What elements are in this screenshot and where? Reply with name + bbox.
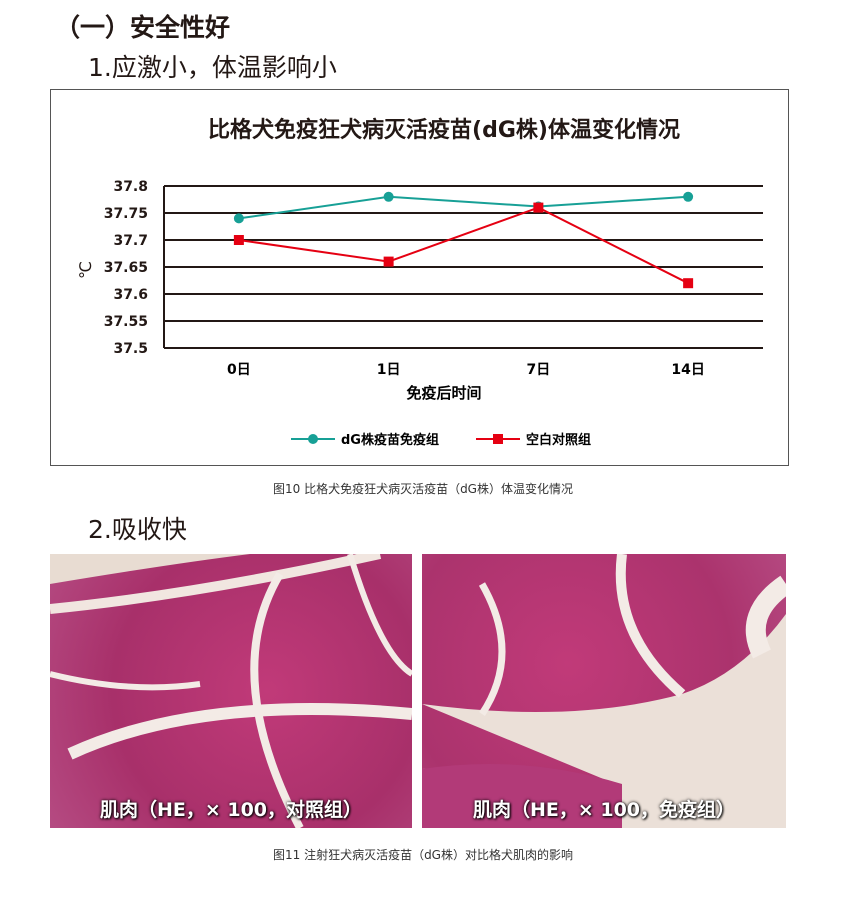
x-tick-label: 1日 xyxy=(377,362,401,378)
series-line xyxy=(238,206,689,285)
figure11-caption: 图11 注射狂犬病灭活疫苗（dG株）对比格犬肌肉的影响 xyxy=(272,848,573,862)
image-label: 肌肉（HE，× 100，对照组） xyxy=(99,799,363,821)
image-label: 肌肉（HE，× 100，免疫组） xyxy=(472,799,736,821)
legend-label: 空白对照组 xyxy=(526,432,591,448)
y-tick-label: 37.6 xyxy=(113,287,148,303)
data-point xyxy=(383,191,394,202)
x-tick-label: 0日 xyxy=(227,362,251,378)
y-tick-label: 37.5 xyxy=(113,341,148,357)
series-line xyxy=(238,195,689,220)
y-tick-label: 37.65 xyxy=(104,260,148,276)
data-point xyxy=(683,191,694,202)
legend-label: dG株疫苗免疫组 xyxy=(341,432,439,448)
data-point xyxy=(533,202,544,213)
data-point xyxy=(233,213,244,224)
chart-frame: 比格犬免疫狂犬病灭活疫苗(dG株)体温变化情况 ℃ 免疫后时间 37.8 37.7… xyxy=(50,89,789,466)
legend-marker xyxy=(308,434,318,444)
chart-title: 比格犬免疫狂犬病灭活疫苗(dG株)体温变化情况 xyxy=(208,117,680,143)
x-tick-label: 7日 xyxy=(527,362,551,378)
y-tick-label: 37.8 xyxy=(113,179,148,195)
muscle-image-control: 肌肉（HE，× 100，对照组） xyxy=(50,554,412,828)
muscle-image-immunized: 肌肉（HE，× 100，免疫组） xyxy=(422,554,786,828)
y-tick-label: 37.7 xyxy=(113,233,148,249)
subheading-2: 2.吸收快 xyxy=(88,515,187,544)
data-point xyxy=(383,256,394,267)
legend-marker xyxy=(493,434,503,444)
y-axis-label: ℃ xyxy=(76,261,95,279)
y-tick-label: 37.75 xyxy=(104,206,148,222)
subheading-1: 1.应激小，体温影响小 xyxy=(88,53,337,82)
x-axis-label: 免疫后时间 xyxy=(406,384,481,402)
data-point xyxy=(233,235,244,245)
figure10-caption: 图10 比格犬免疫狂犬病灭活疫苗（dG株）体温变化情况 xyxy=(272,482,573,496)
y-tick-label: 37.55 xyxy=(104,314,148,330)
x-tick-label: 14日 xyxy=(671,362,704,378)
temperature-line-chart: 比格犬免疫狂犬病灭活疫苗(dG株)体温变化情况 ℃ 免疫后时间 37.8 37.7… xyxy=(76,117,763,448)
section-heading: （一）安全性好 xyxy=(55,13,231,42)
data-point xyxy=(683,278,694,289)
